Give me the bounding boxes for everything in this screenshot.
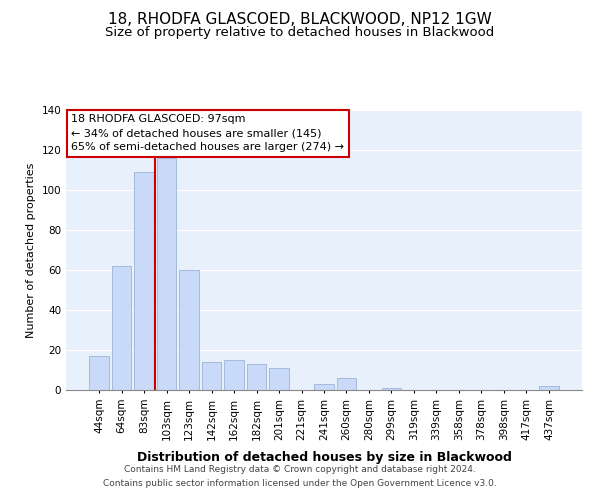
Bar [157,158,176,390]
Y-axis label: Number of detached properties: Number of detached properties [26,162,36,338]
Bar [539,386,559,390]
Text: Contains HM Land Registry data © Crown copyright and database right 2024.
Contai: Contains HM Land Registry data © Crown c… [103,466,497,487]
Bar [89,356,109,390]
Bar [224,360,244,390]
Bar [382,388,401,390]
Text: 18 RHODFA GLASCOED: 97sqm
← 34% of detached houses are smaller (145)
65% of semi: 18 RHODFA GLASCOED: 97sqm ← 34% of detac… [71,114,344,152]
Text: Size of property relative to detached houses in Blackwood: Size of property relative to detached ho… [106,26,494,39]
Bar [269,368,289,390]
Bar [247,364,266,390]
X-axis label: Distribution of detached houses by size in Blackwood: Distribution of detached houses by size … [137,451,511,464]
Bar [179,270,199,390]
Bar [202,362,221,390]
Bar [134,172,154,390]
Bar [314,384,334,390]
Text: 18, RHODFA GLASCOED, BLACKWOOD, NP12 1GW: 18, RHODFA GLASCOED, BLACKWOOD, NP12 1GW [108,12,492,28]
Bar [337,378,356,390]
Bar [112,266,131,390]
